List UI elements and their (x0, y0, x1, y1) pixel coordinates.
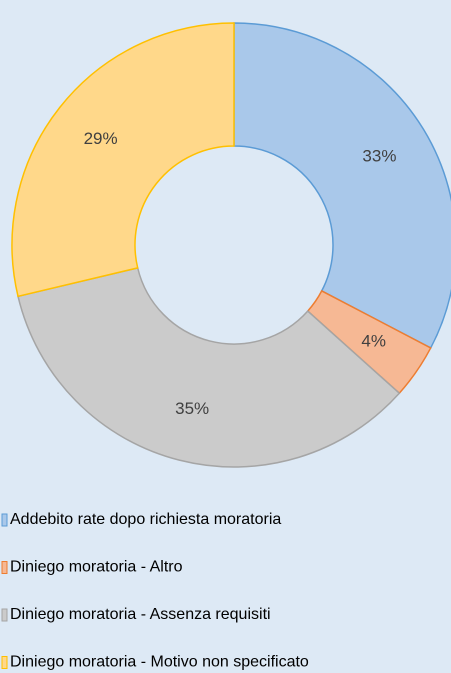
legend-label: Addebito rate dopo richiesta moratoria (10, 511, 281, 528)
slice-label: 33% (362, 146, 396, 165)
slice (11, 22, 235, 298)
legend-label: Diniego moratoria - Motivo non specifica… (10, 654, 309, 671)
legend-swatch (1, 656, 8, 669)
legend-swatch (1, 561, 8, 574)
legend-label: Diniego moratoria - Assenza requisiti (10, 606, 271, 623)
slice-label: 29% (84, 129, 118, 148)
legend-label: Diniego moratoria - Altro (10, 559, 183, 576)
slice-label: 4% (361, 331, 386, 350)
legend-swatch (1, 513, 8, 527)
slice (17, 266, 401, 468)
slice-label: 35% (175, 399, 209, 418)
legend-swatch (1, 608, 8, 622)
slice (233, 22, 451, 349)
